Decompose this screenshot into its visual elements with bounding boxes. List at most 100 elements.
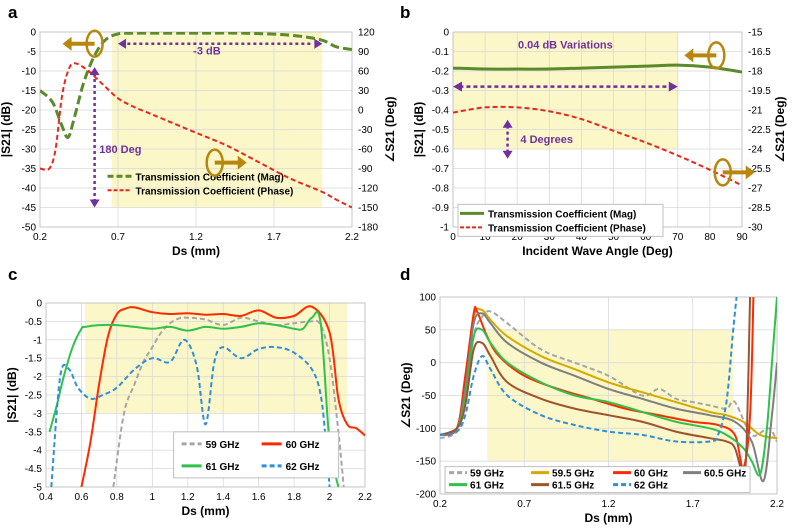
x-tick-label: 0 — [450, 232, 456, 243]
x-tick-label: 0.2 — [33, 232, 47, 243]
y-tick-label: 0 — [443, 28, 449, 39]
series-line-transmission-coefficient-phase- — [453, 105, 742, 187]
x-tick-label: 10 — [480, 232, 492, 243]
annotation-variation: 0.04 dB Variations — [518, 40, 613, 52]
y-tick-label: -15 — [22, 86, 37, 97]
legend-label: 60.5 GHz — [704, 469, 746, 480]
y-axis-title: ∠S21 (Deg) — [399, 362, 413, 428]
y2-tick-label: 0 — [358, 106, 364, 117]
legend-label: Transmission Coefficient (Mag) — [136, 172, 284, 183]
x-axis-title: Ds (mm) — [584, 511, 632, 525]
legend-label: 60 GHz — [286, 440, 320, 451]
annotation-180deg: 180 Deg — [99, 144, 141, 156]
y-tick-label: -40 — [22, 184, 37, 195]
highlight-region — [111, 32, 323, 208]
arrowhead-right — [314, 38, 323, 49]
legend-label: 59.5 GHz — [552, 469, 594, 480]
axis-pointer-arrowhead-icon — [745, 165, 755, 180]
y-tick-label: -30 — [22, 145, 37, 156]
legend-label: 61 GHz — [206, 462, 240, 473]
x-tick-label: 0.8 — [110, 492, 124, 503]
y2-tick-label: -150 — [358, 203, 378, 214]
series-group — [453, 63, 742, 187]
x-axis-title: Ds (mm) — [172, 244, 220, 258]
y-tick-label: -3 — [33, 409, 42, 420]
y-axis-title: |S21| (dB) — [5, 367, 19, 422]
legend-label: 59 GHz — [470, 469, 504, 480]
plot-frame — [439, 296, 778, 495]
y2-tick-label: 30 — [358, 86, 370, 97]
y2-tick-label: -27 — [748, 184, 763, 195]
x-axis-title: Ds (mm) — [181, 504, 229, 518]
y2-tick-label: -15 — [748, 28, 763, 39]
y-tick-label: 0 — [430, 358, 436, 369]
x-tick-label: 30 — [544, 232, 556, 243]
legend-box — [444, 466, 751, 494]
series-line-60-ghz — [80, 305, 365, 487]
legend-label: 61.5 GHz — [552, 481, 594, 492]
series-line-transmission-coefficient-mag- — [40, 32, 352, 139]
x-tick-label: 2.2 — [770, 499, 784, 510]
legend-label: 60 GHz — [634, 469, 668, 480]
axis-pointer-arrowhead-icon — [237, 155, 247, 170]
legend-box — [457, 203, 664, 237]
x-tick-label: 1.7 — [686, 499, 700, 510]
series-line-61-ghz — [440, 297, 777, 477]
x-tick-label: 1.8 — [287, 492, 301, 503]
x-tick-label: 0.6 — [74, 492, 88, 503]
x-tick-label: 1.2 — [602, 499, 616, 510]
y2-axis-title: ∠S21 (Deg) — [773, 96, 787, 162]
y2-tick-label: -18 — [748, 67, 763, 78]
y2-axis-title: ∠S21 (Deg) — [383, 96, 397, 162]
panel-b: b -1 -0.9 -0.8 -0.7 -0.6 -0.5 -0.4 -0.3 -0.2 -0.1 0… — [400, 3, 787, 258]
y-tick-label: -0.5 — [432, 125, 450, 136]
x-tick-label: 80 — [704, 232, 716, 243]
legend-box — [173, 431, 340, 479]
y-tick-label: -5 — [27, 47, 36, 58]
y2-tick-label: -24 — [748, 145, 763, 156]
y-tick-label: -25 — [22, 125, 37, 136]
arrowhead-down — [502, 150, 513, 159]
series-line-transmission-coefficient-phase- — [40, 62, 352, 209]
legend-label: 62 GHz — [286, 462, 320, 473]
series-group — [40, 32, 352, 209]
series-line-61-ghz — [48, 311, 340, 487]
y-tick-label: -3.5 — [25, 427, 43, 438]
series-line-62-ghz — [440, 297, 738, 444]
panel-letter: b — [400, 3, 410, 22]
y2-tick-label: 120 — [358, 28, 375, 39]
x-tick-label: 0.7 — [517, 499, 531, 510]
y-tick-label: 0 — [30, 28, 36, 39]
y2-tick-label: -16.5 — [748, 47, 771, 58]
arrowhead-left — [453, 81, 462, 92]
y-tick-label: -50 — [22, 223, 37, 234]
annotation-3db: -3 dB — [193, 46, 221, 58]
annotation-degrees: 4 Degrees — [520, 134, 573, 146]
y-tick-label: -2 — [33, 372, 42, 383]
y-tick-label: -0.9 — [432, 203, 450, 214]
legend-label: 59 GHz — [206, 440, 240, 451]
y2-tick-label: -25.5 — [748, 164, 771, 175]
x-tick-label: 0.2 — [433, 499, 447, 510]
y-tick-label: -0.8 — [432, 184, 450, 195]
x-tick-label: 1.4 — [216, 492, 230, 503]
x-tick-label: 2 — [327, 492, 333, 503]
legend-label: 62 GHz — [634, 481, 668, 492]
series-line-60-ghz — [440, 297, 755, 469]
y-tick-label: -4 — [33, 446, 42, 457]
x-tick-label: 1.2 — [189, 232, 203, 243]
panel-letter: a — [8, 3, 18, 22]
panel-d: d -200 -150 -100 -50 0 50 100 0.2 0.7 1.2 1.7 2.2 Ds … — [399, 265, 784, 525]
plot-frame — [45, 302, 366, 488]
y-tick-label: -50 — [422, 391, 437, 402]
x-tick-label: 50 — [608, 232, 620, 243]
y2-tick-label: -60 — [358, 145, 373, 156]
legend-label: Transmission Coefficient (Mag) — [488, 209, 636, 220]
y2-tick-label: -120 — [358, 184, 378, 195]
series-line-transmission-coefficient-mag- — [453, 63, 742, 74]
arrowhead-right — [668, 81, 678, 92]
y-tick-label: -1 — [33, 335, 42, 346]
x-tick-label: 2.2 — [345, 232, 359, 243]
y-tick-label: -0.5 — [25, 317, 43, 328]
y-tick-label: -35 — [22, 164, 37, 175]
